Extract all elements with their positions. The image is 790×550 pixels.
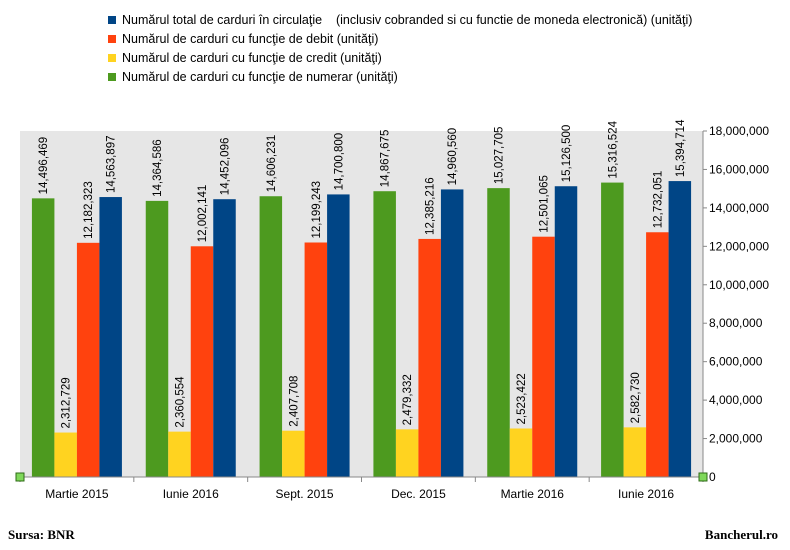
handle-marker [698,472,708,482]
bar [327,194,350,477]
legend-item: Numărul de carduri cu funcţie de numerar… [108,67,692,86]
bar-value-label: 14,496,469 [38,137,50,195]
bar-value-label: 12,385,216 [425,177,437,235]
bar [31,198,55,478]
legend-label: Numărul total de carduri în circulaţie (… [122,12,693,27]
legend-item: Numărul de carduri cu funcţie de credit … [108,48,692,67]
x-category-label: Iunie 2016 [618,487,674,501]
bar [190,246,214,477]
x-category-label: Sept. 2015 [276,487,334,501]
bar-value-label: 14,563,897 [106,135,118,193]
bar [213,199,236,477]
bar-value-label: 12,182,323 [83,181,95,239]
bar-value-label: 15,027,705 [494,127,506,185]
bar-value-label: 12,002,141 [197,185,209,243]
bar [76,242,100,477]
bar-value-label: 14,700,800 [333,133,345,191]
bar [532,236,555,477]
bar-value-label: 12,732,051 [652,171,664,229]
y-tick-label: 16,000,000 [709,162,769,176]
bar [440,189,464,477]
bar-value-label: 14,867,675 [380,130,392,188]
bar [168,431,191,477]
y-tick-label: 4,000,000 [709,393,763,407]
bar [54,432,77,477]
bar-value-label: 14,606,231 [266,135,278,193]
legend-swatch [108,72,116,81]
y-tick-label: 2,000,000 [709,432,763,446]
brand-label: Bancherul.ro [704,527,778,542]
bar [554,186,578,478]
bar-value-label: 2,312,729 [61,377,73,428]
bar [601,182,624,477]
bar [487,188,510,478]
bar-value-label: 12,199,243 [311,181,323,239]
y-tick-label: 12,000,000 [709,239,769,253]
legend-label: Numărul de carduri cu funcţie de credit … [122,50,382,65]
legend-swatch [108,34,116,43]
legend-swatch [108,53,116,62]
bar [259,196,283,477]
bar-value-label: 15,394,714 [675,119,687,177]
bar-value-label: 2,582,730 [630,372,642,423]
bar-value-label: 12,501,065 [539,175,551,233]
handle-marker [15,472,25,482]
y-tick-label: 14,000,000 [709,201,769,215]
bar [395,429,419,477]
bar-value-label: 14,452,096 [220,138,232,196]
bar-value-label: 14,960,560 [447,128,459,186]
bar-value-label: 15,316,524 [607,120,619,178]
bar-value-label: 14,364,586 [152,139,164,197]
legend-item: Numărul total de carduri în circulaţie (… [108,10,692,29]
y-tick-label: 18,000,000 [709,124,769,138]
bar-value-label: 2,523,422 [516,373,528,424]
bar [282,430,305,477]
plot-area [20,131,703,477]
legend: Numărul total de carduri în circulaţie (… [108,10,692,86]
legend-label: Numărul de carduri cu funcţie de numerar… [122,69,398,84]
bar-value-label: 2,479,332 [402,374,414,425]
x-category-label: Iunie 2016 [163,487,219,501]
legend-swatch [108,15,116,24]
y-tick-label: 6,000,000 [709,355,763,369]
bar [373,191,396,477]
y-tick-label: 8,000,000 [709,316,763,330]
x-category-label: Martie 2016 [501,487,565,501]
source-note: Sursa: BNR [8,527,75,542]
bar-value-label: 15,126,500 [561,125,573,183]
x-category-label: Dec. 2015 [391,487,446,501]
bar [418,238,441,477]
legend-label: Numărul de carduri cu funcţie de debit (… [122,31,379,46]
y-tick-label: 0 [709,470,716,484]
bar [145,200,169,477]
bar [99,197,122,477]
y-tick-label: 10,000,000 [709,278,769,292]
bar [668,181,692,477]
bar-value-label: 2,407,708 [288,376,300,427]
legend-item: Numărul de carduri cu funcţie de debit (… [108,29,692,48]
x-category-label: Martie 2015 [45,487,109,501]
bar [509,428,533,477]
bar [304,242,328,477]
bar [646,232,669,477]
bar-value-label: 2,360,554 [175,376,187,428]
bar [623,427,647,477]
